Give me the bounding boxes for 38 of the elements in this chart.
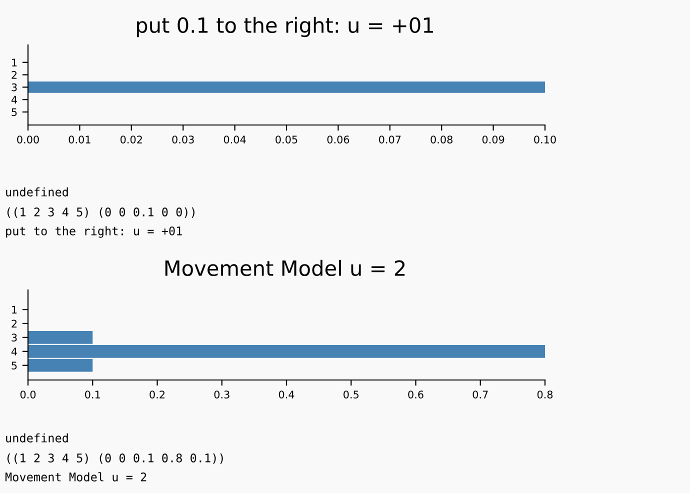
x-tick-label: 0.03 xyxy=(172,136,194,144)
x-tick-label: 0.2 xyxy=(150,390,164,398)
y-tick-label: 3 xyxy=(12,83,17,92)
x-tick-label: 0.09 xyxy=(482,136,504,144)
y-tick-label: 1 xyxy=(12,306,17,314)
y-tick-label: 1 xyxy=(12,58,17,66)
x-tick-label: 0.5 xyxy=(344,390,358,398)
x-tick-label: 0.10 xyxy=(534,136,556,144)
text: Movement Model u = 2 xyxy=(5,472,146,482)
text: ((1 2 3 4 5) (0 0 0.1 0.8 0.1)) xyxy=(7,453,223,464)
x-tick-label: 0.7 xyxy=(472,390,488,398)
x-tick-label: 0.04 xyxy=(224,136,246,144)
y-tick-label: 2 xyxy=(12,320,17,328)
y-tick-label: 2 xyxy=(12,70,17,79)
y-tick-label: 5 xyxy=(12,362,17,370)
chart-title: put 0.1 to the right: u = +01 xyxy=(137,16,433,38)
text: undefined xyxy=(6,187,68,196)
x-tick-label: 0.08 xyxy=(430,136,452,144)
y-tick-label: 5 xyxy=(12,108,17,116)
y-tick-label: 3 xyxy=(12,334,17,342)
y-tick-label: 4 xyxy=(11,96,17,104)
x-tick-label: 0.00 xyxy=(17,136,39,144)
x-tick-label: 0.8 xyxy=(537,390,553,398)
text: ((1 2 3 4 5) (0 0 0.1 0 0)) xyxy=(7,207,194,218)
y-tick-label: 4 xyxy=(11,348,17,356)
x-tick-label: 0.3 xyxy=(214,390,230,398)
x-tick-label: 0.6 xyxy=(408,390,424,398)
x-tick-label: 0.06 xyxy=(327,136,350,144)
x-tick-label: 0.02 xyxy=(120,136,142,144)
x-tick-label: 0.05 xyxy=(276,136,298,144)
text: undefined xyxy=(6,433,68,442)
x-tick-label: 0.4 xyxy=(278,390,294,398)
chart-title: Movement Model u = 2 xyxy=(165,260,405,276)
x-tick-label: 0.1 xyxy=(85,390,100,398)
text: put to the right: u = +01 xyxy=(6,226,182,238)
x-tick-label: 0.07 xyxy=(378,136,401,144)
x-tick-label: 0.0 xyxy=(20,390,36,398)
x-tick-label: 0.01 xyxy=(68,136,90,144)
